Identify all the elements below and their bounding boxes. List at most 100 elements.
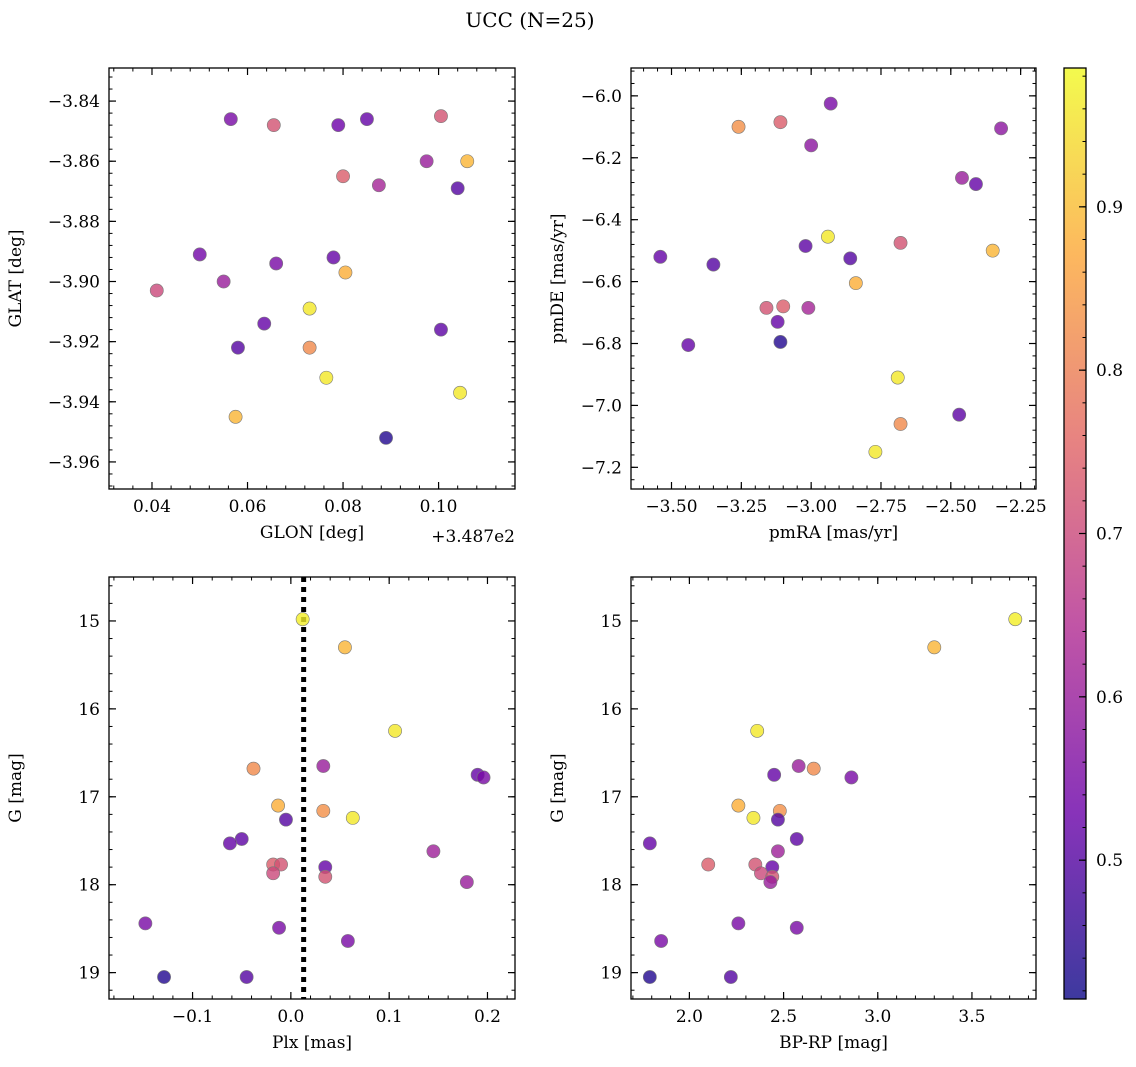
y-tick-label: −3.96 <box>48 453 100 473</box>
scatter-point <box>239 970 254 984</box>
y-tick-label: −3.86 <box>48 152 100 172</box>
scatter-point <box>459 875 474 889</box>
y-tick-label: −3.88 <box>48 212 100 232</box>
x-tick-label: −0.1 <box>172 1007 213 1027</box>
scatter-point <box>1008 612 1023 627</box>
x-offset-label: +3.487e2 <box>431 527 515 547</box>
y-tick-label: 19 <box>600 964 622 984</box>
y-axis-label: pmDE [mas/yr] <box>548 213 568 343</box>
scatter-point <box>316 759 331 773</box>
y-tick-label: −3.92 <box>48 333 100 353</box>
x-axis-label: Plx [mas] <box>272 1033 352 1053</box>
scatter-point <box>272 920 286 935</box>
y-tick-label: 15 <box>78 612 100 632</box>
axes-frame <box>108 67 516 490</box>
scatter-point <box>223 836 237 851</box>
scatter-point <box>773 335 788 349</box>
scatter-point <box>868 444 883 459</box>
x-tick-label: 0.10 <box>420 497 458 517</box>
axes-frame <box>108 576 516 1000</box>
y-tick-label: −6.6 <box>581 273 622 293</box>
y-tick-label: −7.0 <box>581 396 622 416</box>
x-axis-label: GLON [deg] <box>260 523 364 543</box>
scatter-point <box>234 832 249 846</box>
scatter-point <box>969 177 983 191</box>
scatter-point <box>157 970 171 984</box>
scatter-point <box>460 154 475 169</box>
x-tick-label: −3.00 <box>785 497 837 517</box>
scatter-point <box>654 934 669 948</box>
colorbar: 0.5 0.6 0.7 0.8 0.9 <box>1063 67 1123 1000</box>
scatter-point <box>731 119 746 134</box>
scatter-point <box>434 109 448 124</box>
scatter-point <box>701 857 716 872</box>
scatter-point <box>890 370 905 385</box>
x-tick-label: −3.25 <box>715 497 767 517</box>
y-tick-label: 17 <box>600 788 622 808</box>
y-axis-label: G [mag] <box>548 753 568 822</box>
scatter-point <box>476 770 491 785</box>
y-tick-label: 16 <box>78 700 100 720</box>
scatter-point <box>338 265 353 280</box>
scatter-point <box>789 920 804 935</box>
scatter-point <box>379 430 393 445</box>
x-tick-label: 2.5 <box>770 1007 797 1027</box>
scatter-point <box>893 236 908 250</box>
scatter-point <box>642 970 657 984</box>
scatter-point <box>228 409 243 424</box>
x-tick-label: 0.0 <box>277 1007 304 1027</box>
scatter-point <box>763 875 778 889</box>
scatter-point <box>266 866 281 881</box>
y-tick-label: 17 <box>78 788 100 808</box>
y-tick-label: −6.2 <box>581 149 622 169</box>
x-tick-label: 0.08 <box>324 497 362 517</box>
panel-plx-g: −0.1 0.0 0.1 0.2 15 16 17 18 19 Plx [mas] G [mag] <box>6 576 516 1053</box>
x-tick-label: 2.0 <box>676 1007 703 1027</box>
scatter-point <box>789 832 804 846</box>
y-tick-label: 16 <box>600 700 622 720</box>
panel-pmra-pmde: −3.50 −3.25 −3.00 −2.75 −2.50 −2.25 −6.0 −6.2 −6… <box>548 67 1047 543</box>
scatter-point <box>340 934 355 948</box>
scatter-point <box>388 723 402 738</box>
scatter-point <box>371 178 386 193</box>
x-tick-label: −3.50 <box>645 497 697 517</box>
scatter-point <box>271 798 285 813</box>
axes-frame <box>630 67 1037 490</box>
y-tick-label: −6.0 <box>581 87 622 107</box>
panel-glon-glat: 0.04 0.06 0.08 0.10 −3.84 −3.86 −3.88 −3.90 −3.9… <box>6 67 516 543</box>
scatter-point <box>653 249 668 264</box>
scatter-point <box>804 138 819 153</box>
colorbar-tick-label: 0.5 <box>1096 851 1123 871</box>
scatter-point <box>681 338 696 352</box>
scatter-point <box>149 283 164 298</box>
scatter-point <box>319 370 334 385</box>
x-tick-label: 0.04 <box>133 497 171 517</box>
y-tick-label: 18 <box>600 876 622 896</box>
x-axis-label: pmRA [mas/yr] <box>769 523 898 543</box>
scatter-point <box>776 299 791 314</box>
colorbar-tick-label: 0.7 <box>1096 525 1123 545</box>
scatter-point <box>295 612 310 627</box>
scatter-point <box>844 770 859 785</box>
y-tick-label: 18 <box>78 876 100 896</box>
scatter-point <box>770 314 785 329</box>
y-tick-label: −3.94 <box>48 393 100 413</box>
scatter-point <box>318 869 333 884</box>
y-tick-label: −3.84 <box>48 92 100 112</box>
scatter-point <box>279 812 293 827</box>
y-tick-label: −6.4 <box>581 211 622 231</box>
scatter-point <box>985 243 1000 258</box>
scatter-point <box>316 803 331 818</box>
scatter-point <box>138 916 153 931</box>
y-tick-label: 19 <box>78 964 100 984</box>
x-tick-label: −2.75 <box>855 497 907 517</box>
scatter-point <box>773 115 788 130</box>
scatter-point <box>801 301 816 315</box>
scatter-point <box>798 239 813 253</box>
scatter-point <box>731 916 746 931</box>
scatter-point <box>246 761 261 776</box>
y-axis-label: G [mag] <box>6 753 26 822</box>
scatter-point <box>336 169 350 184</box>
scatter-point <box>269 256 284 271</box>
